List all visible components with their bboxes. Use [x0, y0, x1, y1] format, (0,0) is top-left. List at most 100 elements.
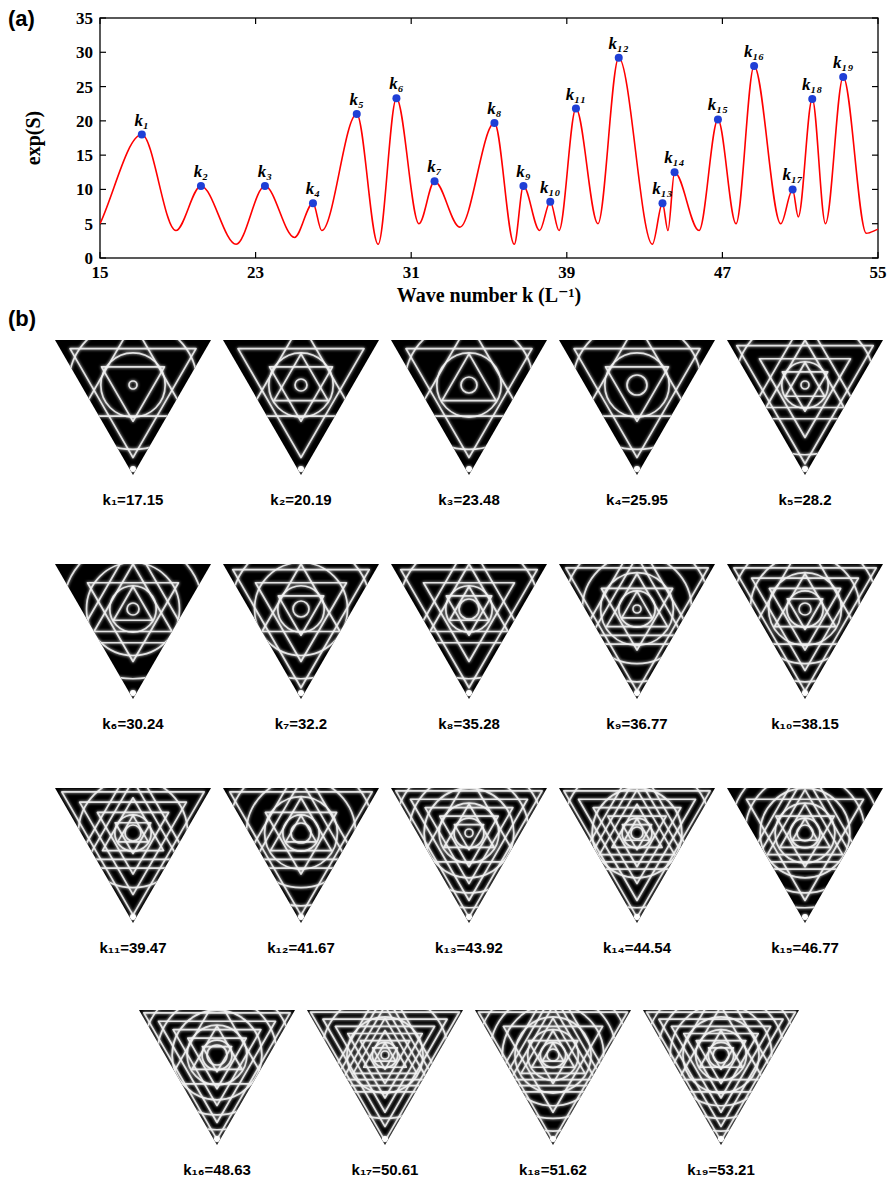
x-tick: [722, 18, 723, 24]
corner-spot: [634, 914, 640, 920]
nodal-ring: [730, 758, 879, 907]
x-tick-label: 15: [92, 263, 109, 282]
nodal-ring: [627, 375, 647, 395]
nodal-ring: [78, 778, 187, 887]
peak-marker: [839, 73, 847, 81]
nodal-ring: [735, 315, 875, 455]
pattern-image: [559, 758, 715, 923]
nodal-lines: [231, 539, 371, 696]
corner-spot: [802, 914, 808, 920]
nodal-line: [424, 583, 515, 662]
y-tick: [100, 155, 106, 156]
nodal-line: [274, 354, 328, 401]
plot-frame: [100, 18, 878, 258]
x-tick-label: 39: [558, 263, 575, 282]
nodal-line: [396, 791, 542, 918]
nodal-line: [411, 799, 528, 900]
x-tick: [255, 18, 256, 24]
nodal-line: [747, 318, 864, 419]
nodal-ring: [750, 554, 859, 663]
nodal-line: [247, 323, 355, 416]
nodal-line: [238, 349, 364, 458]
x-tick: [722, 252, 723, 258]
nodal-lines: [238, 323, 364, 472]
nodal-ring: [564, 536, 710, 682]
peak-label: k₁₆: [744, 42, 764, 61]
peak-marker: [808, 95, 816, 103]
pattern-label: k₁₇=50.61: [352, 1161, 419, 1178]
nodal-line: [114, 587, 153, 621]
nodal-lines: [645, 979, 797, 1142]
pattern-ground: [307, 1010, 463, 1145]
pattern-label: k₇=32.2: [275, 715, 327, 732]
nodal-line: [576, 539, 698, 645]
y-tick: [872, 223, 878, 224]
pattern-ground: [475, 1010, 631, 1145]
pattern-ground: [55, 340, 211, 475]
peak-label: k₁₉: [833, 53, 853, 72]
pattern-image: [391, 321, 547, 475]
pattern-image: [307, 981, 463, 1145]
panel-label: (b): [8, 306, 36, 331]
nodal-line: [411, 542, 528, 643]
pattern-label: k₁₀=38.15: [771, 715, 839, 732]
nodal-line: [606, 574, 667, 627]
nodal-line: [742, 761, 867, 869]
nodal-line: [79, 323, 187, 416]
nodal-line: [415, 323, 523, 416]
nodal-line: [406, 349, 532, 458]
y-tick-label: 0: [85, 249, 94, 268]
nodal-ring: [459, 599, 479, 619]
nodal-line: [503, 1026, 602, 1112]
nodal-line: [489, 981, 617, 1091]
corner-spot: [718, 1136, 724, 1142]
corner-spot: [298, 914, 304, 920]
pattern-image: [55, 539, 211, 699]
pattern-label: k₆=30.24: [102, 715, 164, 732]
pattern-image: [559, 536, 715, 699]
y-tick: [100, 120, 106, 121]
nodal-ring: [633, 605, 641, 613]
y-tick: [872, 120, 878, 121]
pattern-ground: [559, 788, 715, 923]
nodal-ring: [295, 379, 307, 391]
nodal-line: [450, 587, 489, 621]
y-tick-label: 20: [76, 112, 93, 131]
nodal-line: [657, 981, 785, 1091]
y-tick: [872, 52, 878, 53]
pattern-label: k₉=36.77: [606, 715, 667, 732]
pattern-label: k₁₈=51.62: [519, 1161, 587, 1178]
nodal-line: [766, 340, 844, 408]
nodal-line: [774, 574, 835, 627]
x-tick: [99, 18, 100, 24]
axes: 15233139475505101520253035Wave number k …: [22, 9, 887, 307]
nodal-ring: [394, 758, 543, 907]
nodal-ring: [645, 979, 797, 1131]
nodal-ring: [405, 321, 534, 450]
peak-label: k₁₀: [540, 178, 560, 197]
nodal-line: [755, 775, 855, 862]
pattern-ground: [559, 564, 715, 699]
corner-spot: [466, 690, 472, 696]
pattern-image: [223, 323, 379, 475]
pattern-image: [475, 979, 631, 1145]
pattern-label: k₅=28.2: [778, 491, 831, 508]
nodal-line: [574, 349, 700, 458]
nodal-line: [401, 570, 538, 688]
nodal-line: [671, 1026, 770, 1112]
nodal-line: [444, 804, 494, 847]
nodal-line: [579, 799, 696, 900]
nodal-line: [622, 591, 653, 617]
pattern-label: k₃=23.48: [438, 491, 500, 508]
nodal-lines: [730, 758, 879, 920]
peak-marker: [138, 131, 146, 139]
y-tick: [100, 86, 106, 87]
peak-label: k₁₈: [802, 75, 822, 94]
pattern-image: [139, 980, 295, 1145]
nodal-line: [734, 568, 876, 691]
nodal-line: [792, 819, 817, 841]
nodal-ring: [127, 603, 139, 615]
nodal-ring: [562, 758, 711, 907]
peak-label: k₃: [258, 162, 273, 181]
nodal-line: [700, 1030, 743, 1067]
